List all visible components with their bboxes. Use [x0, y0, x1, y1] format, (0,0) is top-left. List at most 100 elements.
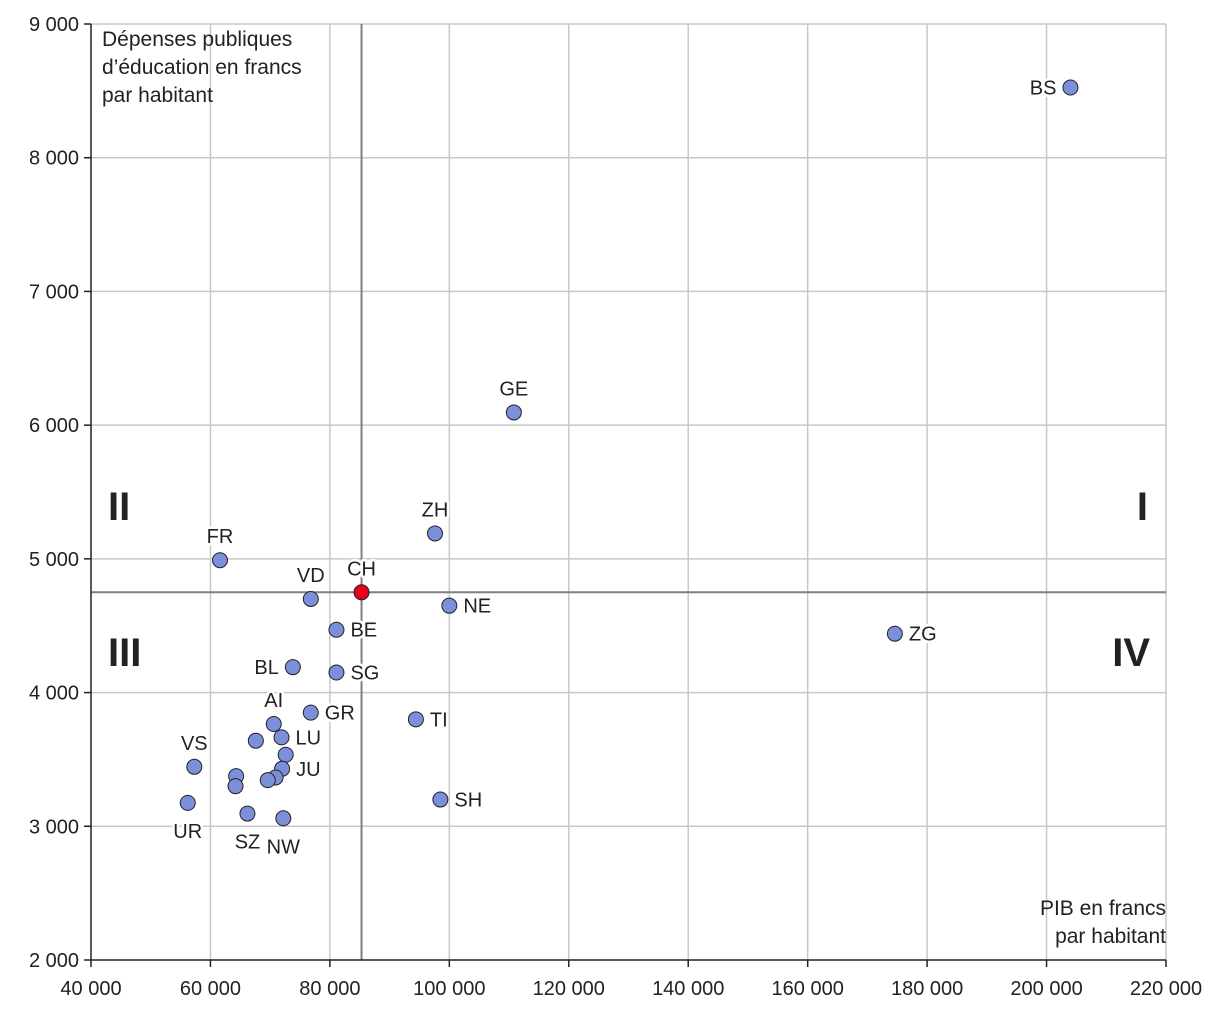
x-axis-title-line: par habitant: [1055, 925, 1166, 948]
data-point: [302, 704, 319, 721]
point-label: AI: [264, 690, 283, 712]
point-label: VS: [181, 733, 208, 755]
x-tick-label: 120 000: [533, 978, 605, 1000]
point-label: BL: [254, 657, 278, 679]
point-label: UR: [173, 821, 202, 843]
point-label-halo: FR: [207, 526, 234, 548]
x-tick-label: 100 000: [413, 978, 485, 1000]
point-label-halo: LU: [296, 727, 322, 749]
data-point: [227, 778, 244, 795]
point-label-halo: JU: [296, 759, 320, 781]
point-label-halo: ZH: [422, 499, 449, 521]
quadrant-label: II: [108, 485, 130, 529]
y-tick-label: 2 000: [29, 950, 79, 972]
point-label-halo: BE: [350, 620, 377, 642]
data-point: [179, 794, 196, 811]
x-tick-label: 180 000: [891, 978, 963, 1000]
quadrant-label: IV: [1112, 631, 1150, 675]
data-point: [186, 758, 203, 775]
point-label: VD: [297, 565, 325, 587]
data-point: [302, 590, 319, 607]
point-label: GE: [499, 378, 528, 400]
point-label: BE: [350, 620, 377, 642]
data-point: [407, 711, 424, 728]
reference-lines: [91, 24, 1166, 960]
y-axis-title-line: Dépenses publiques: [102, 28, 292, 51]
data-point: [275, 810, 292, 827]
point-label-halo: SZ: [235, 832, 261, 854]
data-point: [441, 597, 458, 614]
data-point: [239, 805, 256, 822]
quadrant-label: III: [108, 631, 141, 675]
point-label-halo: VD: [297, 565, 325, 587]
point-label-halo: CH: [347, 558, 376, 580]
quadrant-label: I: [1137, 485, 1148, 529]
x-tick-label: 140 000: [652, 978, 724, 1000]
point-label-halo: GE: [499, 378, 528, 400]
point-label: JU: [296, 759, 320, 781]
point-label-halo: BL: [254, 657, 278, 679]
x-tick-label: 80 000: [299, 978, 360, 1000]
point-label-halo: SH: [454, 790, 482, 812]
data-point: [1062, 79, 1079, 96]
point-label: NE: [463, 596, 491, 618]
point-label: SH: [454, 790, 482, 812]
point-label-halo: GR: [325, 703, 355, 725]
x-tick-label: 60 000: [180, 978, 241, 1000]
point-label: NW: [267, 836, 300, 858]
y-tick-label: 6 000: [29, 415, 79, 437]
data-point: [427, 525, 443, 542]
point-label: TI: [430, 709, 448, 731]
point-label-halo: ZG: [909, 624, 937, 646]
x-tick-label: 200 000: [1010, 978, 1082, 1000]
point-label-halo: NW: [267, 836, 300, 858]
point-label-halo: UR: [173, 821, 202, 843]
y-tick-label: 4 000: [29, 683, 79, 705]
y-axis-title-line: par habitant: [102, 84, 213, 107]
data-point: [886, 625, 903, 642]
y-tick-label: 7 000: [29, 281, 79, 303]
y-axis-title-line: d’éducation en francs: [102, 56, 302, 79]
point-label: CH: [347, 558, 376, 580]
y-tick-label: 8 000: [29, 148, 79, 170]
point-label-halo: VS: [181, 733, 208, 755]
data-point: [432, 791, 449, 808]
point-label: GR: [325, 703, 355, 725]
point-label: BS: [1030, 78, 1057, 100]
x-tick-label: 220 000: [1130, 978, 1202, 1000]
point-label: LU: [296, 727, 322, 749]
data-point: [328, 621, 345, 638]
y-tick-label: 5 000: [29, 549, 79, 571]
x-tick-label: 40 000: [60, 978, 121, 1000]
point-label-halo: SG: [350, 663, 379, 685]
data-point: [212, 552, 228, 569]
y-tick-label: 3 000: [29, 816, 79, 838]
point-label: SZ: [235, 832, 261, 854]
point-label: FR: [207, 526, 234, 548]
highlight-point: [353, 584, 370, 601]
x-axis-title-line: PIB en francs: [1040, 897, 1166, 920]
y-tick-label: 9 000: [29, 14, 79, 36]
data-point: [284, 659, 301, 676]
x-tick-label: 160 000: [772, 978, 844, 1000]
point-label: ZH: [422, 499, 449, 521]
point-label-halo: AI: [264, 690, 283, 712]
point-label-halo: TI: [430, 709, 448, 731]
point-label-halo: BS: [1030, 78, 1057, 100]
axes: [84, 23, 1167, 967]
data-point: [273, 729, 290, 746]
data-point: [328, 664, 345, 681]
data-point: [505, 404, 522, 421]
point-label: ZG: [909, 624, 937, 646]
data-point: [259, 772, 276, 789]
point-label-halo: NE: [463, 596, 491, 618]
data-point: [247, 732, 264, 749]
data-point: [277, 746, 294, 763]
grid-lines: [91, 23, 1167, 960]
axis-titles: Dépenses publiques d’éducation en francs p…: [102, 28, 1166, 948]
data-point: [265, 715, 282, 732]
tick-labels: 2 000 3 000 4 000 5 000 6 000 7 000 8 000 9 000…: [29, 14, 1202, 1000]
